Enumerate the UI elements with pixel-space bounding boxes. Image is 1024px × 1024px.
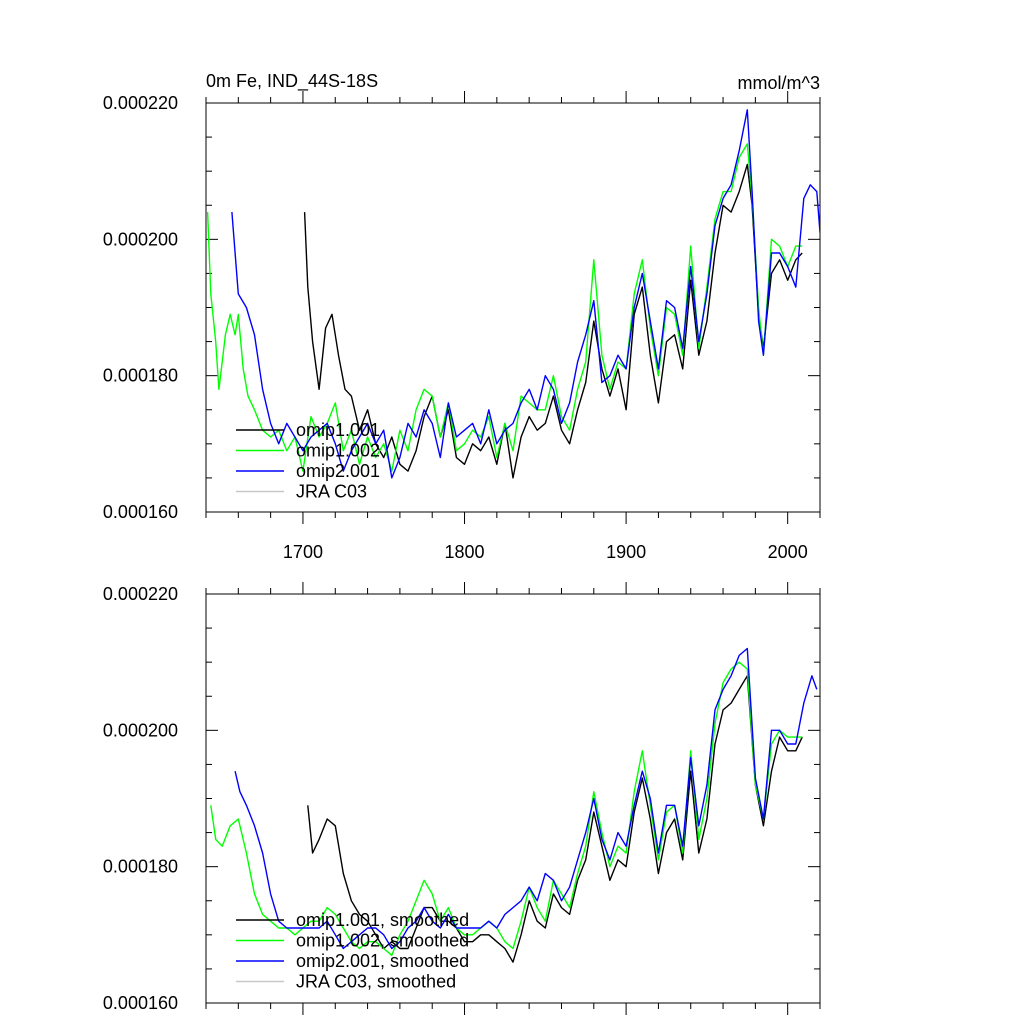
- y-tick-label: 0.000160: [103, 502, 178, 522]
- x-tick-label: 2000: [768, 542, 808, 562]
- panel-bottom: 0.000160 0.000180 0.000200 0.000220 omip1.00…: [103, 582, 821, 1015]
- chart-title: 0m Fe, IND_44S-18S: [206, 71, 378, 92]
- series-line-omip1-001: [303, 163, 803, 479]
- y-tick-label: 0.000220: [103, 584, 178, 604]
- series-line-omip1-002-smoothed: [210, 661, 803, 956]
- x-tick-label: 1900: [606, 542, 646, 562]
- legend-label: JRA C03: [296, 482, 367, 502]
- series-line-omip1-001-smoothed: [307, 675, 803, 963]
- legend-label: omip1.001: [296, 420, 380, 440]
- y-tick-label: 0.000160: [103, 993, 178, 1013]
- x-tick-label: 1800: [445, 542, 485, 562]
- units-label: mmol/m^3: [738, 73, 820, 93]
- legend-label: omip2.001, smoothed: [296, 951, 469, 971]
- panel-top: 0.000160 0.000180 0.000200 0.000220 1700 1800…: [103, 71, 821, 562]
- legend-label: omip1.002, smoothed: [296, 931, 469, 951]
- y-tick-label: 0.000200: [103, 720, 178, 740]
- y-tick-label: 0.000220: [103, 93, 178, 113]
- y-tick-label: 0.000200: [103, 229, 178, 249]
- legend-label: omip1.001, smoothed: [296, 910, 469, 930]
- x-tick-label: 1700: [283, 542, 323, 562]
- y-tick-label: 0.000180: [103, 366, 178, 386]
- series-line-omip2-001-smoothed: [234, 647, 818, 950]
- legend-label: omip1.002: [296, 441, 380, 461]
- legend-label: JRA C03, smoothed: [296, 972, 456, 992]
- legend-label: omip2.001: [296, 461, 380, 481]
- y-tick-label: 0.000180: [103, 857, 178, 877]
- series-line-omip2-001: [231, 109, 820, 479]
